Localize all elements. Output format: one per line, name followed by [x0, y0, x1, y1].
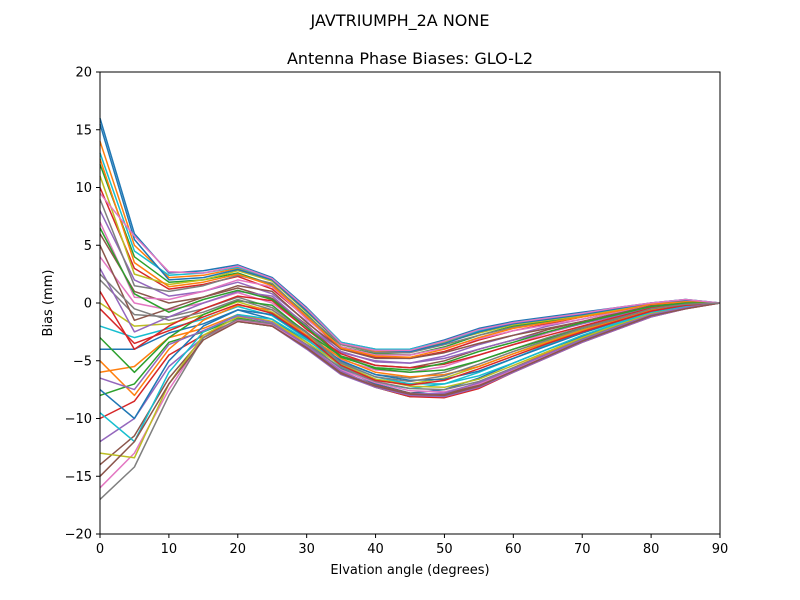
- series-line-s24: [99, 291, 721, 369]
- x-tick-label: 60: [505, 542, 522, 557]
- x-axis-ticks: 0 10 20 30 40 50 60 70 80 90: [96, 534, 728, 557]
- y-tick-label: 0: [84, 297, 92, 312]
- series-line-s18: [99, 302, 721, 500]
- series-line-s31: [99, 123, 721, 353]
- series-line-s33: [99, 227, 720, 371]
- chart-title: Antenna Phase Biases: GLO-L2: [287, 49, 533, 68]
- x-tick-label: 40: [367, 542, 384, 557]
- y-tick-label: 20: [75, 66, 92, 81]
- x-tick-label: 80: [643, 542, 660, 557]
- y-tick-label: −15: [65, 470, 92, 485]
- series-layer: [99, 117, 721, 500]
- y-tick-label: 5: [84, 239, 92, 254]
- x-tick-label: 20: [230, 542, 247, 557]
- y-tick-label: 15: [75, 123, 92, 138]
- series-line-s19: [99, 302, 721, 459]
- series-line-s37: [99, 192, 721, 352]
- y-axis-label: Bias (mm): [41, 270, 56, 337]
- series-line-s26: [99, 244, 720, 360]
- x-tick-label: 90: [712, 542, 729, 557]
- figure-suptitle: JAVTRIUMPH_2A NONE: [310, 11, 490, 31]
- x-tick-label: 0: [96, 542, 104, 557]
- y-axis-ticks: −20 −15 −10 −5 0 5 10 15 20: [65, 66, 100, 543]
- series-line-s34: [99, 302, 721, 386]
- x-tick-label: 50: [436, 542, 453, 557]
- y-tick-label: 10: [75, 181, 92, 196]
- y-tick-label: −20: [65, 528, 92, 543]
- x-tick-label: 70: [574, 542, 591, 557]
- series-line-s25: [99, 268, 720, 364]
- y-tick-label: −10: [65, 412, 92, 427]
- series-line-s22: [99, 302, 721, 397]
- series-line-s27: [99, 221, 721, 356]
- x-tick-label: 30: [298, 542, 315, 557]
- series-line-s32: [99, 158, 721, 359]
- y-tick-label: −5: [73, 354, 92, 369]
- x-axis-label: Elvation angle (degrees): [330, 563, 489, 578]
- x-tick-label: 10: [161, 542, 178, 557]
- series-line-s36: [99, 302, 721, 477]
- series-line-s38: [99, 273, 721, 383]
- series-line-s20: [99, 302, 721, 443]
